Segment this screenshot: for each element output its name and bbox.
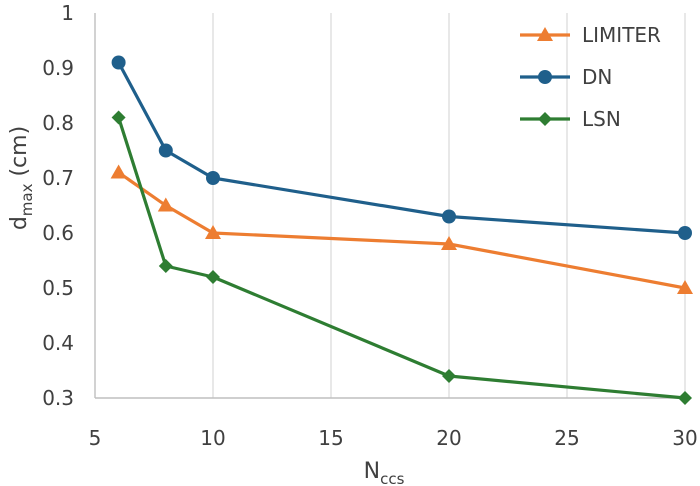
y-tick-label: 0.5 bbox=[42, 276, 74, 300]
legend-marker-lsn bbox=[538, 112, 552, 126]
y-axis-title: dmax (cm) bbox=[7, 126, 36, 230]
legend: LIMITER DN LSN bbox=[520, 23, 661, 131]
legend-item-limiter: LIMITER bbox=[520, 23, 661, 47]
y-axis-title-unit: (cm) bbox=[7, 126, 32, 184]
legend-marker-limiter bbox=[537, 27, 553, 41]
data-point-lsn bbox=[678, 391, 692, 405]
axes bbox=[94, 13, 685, 399]
x-tick-labels: 5 10 15 20 25 30 bbox=[89, 426, 698, 450]
series-dn bbox=[111, 55, 692, 240]
x-axis-title: Nccs bbox=[364, 459, 405, 486]
series-line-limiter bbox=[117, 171, 686, 290]
data-point-lsn bbox=[442, 369, 456, 383]
y-tick-label: 0.7 bbox=[42, 166, 74, 190]
y-tick-label: 0.4 bbox=[42, 331, 74, 355]
x-tick-label: 15 bbox=[318, 426, 343, 450]
legend-label-limiter: LIMITER bbox=[582, 23, 661, 47]
series-limiter bbox=[110, 164, 693, 294]
data-point-dn bbox=[158, 143, 173, 158]
data-point-limiter bbox=[677, 280, 693, 294]
series-line-lsn bbox=[117, 117, 686, 400]
data-point-limiter bbox=[110, 164, 127, 179]
y-tick-label: 0.9 bbox=[42, 56, 74, 80]
series-group bbox=[110, 55, 693, 405]
data-point-limiter bbox=[157, 197, 174, 212]
legend-item-lsn: LSN bbox=[520, 107, 621, 131]
data-point-limiter bbox=[441, 236, 457, 250]
x-tick-label: 5 bbox=[89, 426, 102, 450]
grid-lines bbox=[212, 13, 686, 398]
x-axis-title-sub: ccs bbox=[380, 470, 404, 486]
y-tick-labels: 0.3 0.4 0.5 0.6 0.7 0.8 0.9 1 bbox=[42, 1, 74, 410]
y-tick-label: 1 bbox=[61, 1, 74, 25]
data-point-lsn bbox=[158, 259, 173, 273]
y-axis-title-sub: max bbox=[18, 183, 36, 216]
x-tick-label: 10 bbox=[200, 426, 225, 450]
legend-label-lsn: LSN bbox=[582, 107, 621, 131]
data-point-lsn bbox=[206, 270, 220, 284]
data-point-dn bbox=[442, 209, 456, 224]
data-point-dn bbox=[111, 55, 126, 70]
x-tick-label: 20 bbox=[436, 426, 461, 450]
data-point-lsn bbox=[111, 110, 126, 125]
x-axis-title-main: N bbox=[364, 459, 380, 484]
x-tick-label: 25 bbox=[554, 426, 579, 450]
y-tick-label: 0.3 bbox=[42, 386, 74, 410]
legend-marker-dn bbox=[538, 70, 552, 84]
x-tick-label: 30 bbox=[672, 426, 697, 450]
legend-label-dn: DN bbox=[582, 65, 612, 89]
data-point-dn bbox=[678, 226, 692, 240]
series-lsn bbox=[111, 110, 692, 405]
legend-item-dn: DN bbox=[520, 65, 612, 89]
y-tick-label: 0.6 bbox=[42, 221, 74, 245]
data-point-limiter bbox=[205, 225, 221, 239]
data-point-dn bbox=[206, 171, 220, 185]
y-axis-title-main: d bbox=[7, 216, 32, 230]
y-tick-label: 0.8 bbox=[42, 111, 74, 135]
